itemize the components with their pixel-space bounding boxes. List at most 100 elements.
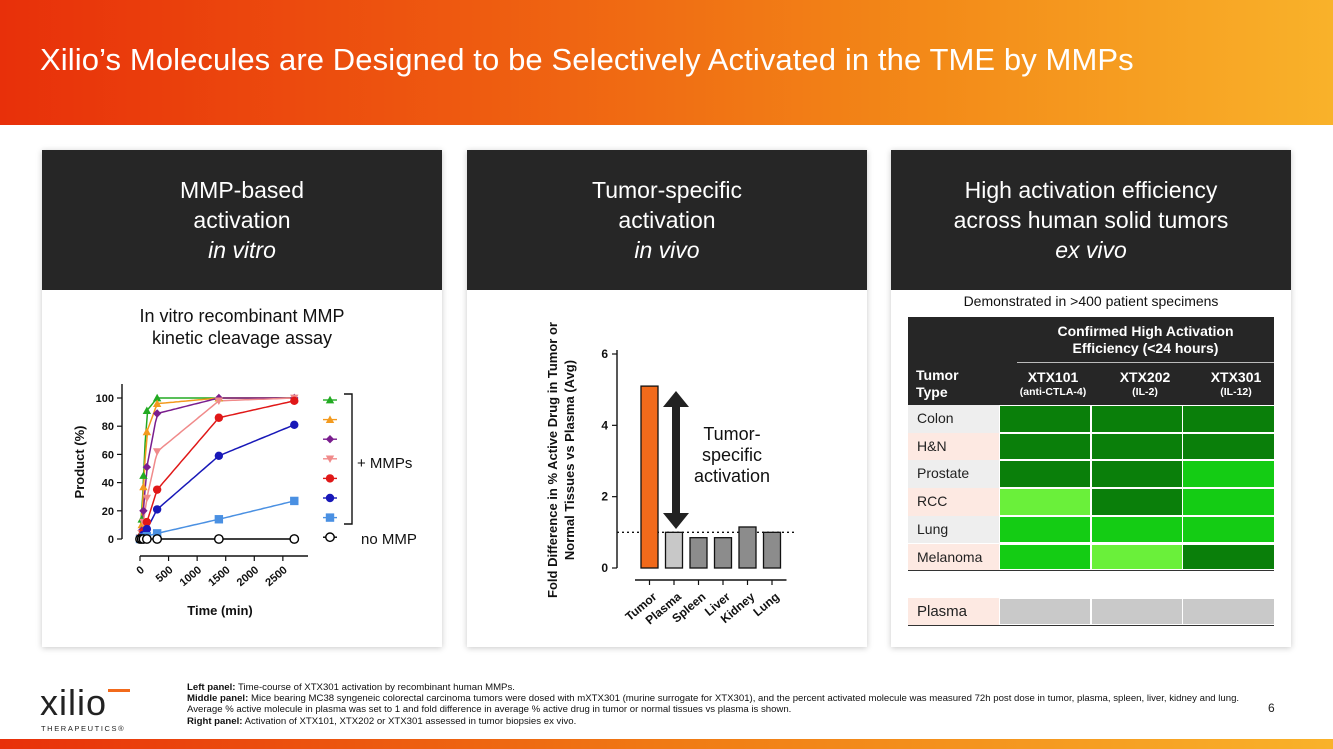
bar-marks <box>640 385 782 569</box>
legend-mmps-label: + MMPs <box>357 455 412 472</box>
kinetic-data-point <box>152 485 162 494</box>
legend-marker <box>325 395 335 404</box>
heatmap-header: Confirmed High Activation Efficiency (<2… <box>908 317 1274 405</box>
heatmap-cell <box>1183 544 1274 570</box>
heatmap-cell <box>1000 516 1090 543</box>
middle-panel: Tumor-specific activation in vivo 0 2 4 6 Tu… <box>467 150 867 647</box>
bar-plasma <box>664 531 684 569</box>
page-number: 6 <box>1268 701 1275 715</box>
kinetic-data-point <box>152 448 162 456</box>
heatmap-cell <box>1183 433 1274 460</box>
heatmap-cell <box>1092 516 1182 543</box>
kinetic-data-point <box>139 506 148 515</box>
heatmap-cell <box>1000 489 1090 515</box>
subtitle-line2: kinetic cleavage assay <box>151 328 333 348</box>
tumor-type-line2: Type <box>916 384 948 400</box>
kinetic-data-point <box>142 494 152 503</box>
footnote: Left panel: Time-course of XTX301 activa… <box>187 682 1247 727</box>
annotation-line1: Tumor- <box>703 424 760 444</box>
kinetic-y-tick-label: 60 <box>102 449 114 461</box>
heatmap-cell <box>1183 461 1274 488</box>
left-head-line3: in vitro <box>208 237 276 263</box>
kinetic-data-point <box>142 517 152 527</box>
header-title-line2: Efficiency (<24 hours) <box>1072 340 1219 356</box>
kinetic-data-point <box>289 534 300 544</box>
bar-category-label: Lung <box>750 590 781 620</box>
left-panel: MMP-based activation in vitro In vitro r… <box>42 150 442 647</box>
bottom-accent-bar <box>0 739 1333 749</box>
footnote-left: Left panel: Time-course of XTX301 activa… <box>187 682 1247 693</box>
tumor-type-label: Melanoma <box>908 543 999 571</box>
kinetic-data-point <box>152 529 162 538</box>
heatmap-cell <box>1183 489 1274 515</box>
heatmap-row: Melanoma <box>908 543 1274 572</box>
column-xtx301-sub: (IL-12) <box>1220 386 1252 398</box>
legend-bracket <box>344 393 353 525</box>
kinetic-data-point <box>141 534 152 544</box>
kinetic-x-tick-label: 0 <box>135 564 147 577</box>
column-xtx101-name: XTX101 <box>1027 369 1079 385</box>
kinetic-data-point <box>290 496 299 506</box>
tumor-type-header: Tumor Type <box>916 367 959 401</box>
kinetic-data-point <box>214 397 224 406</box>
logo-tagline: THERAPEUTICS® <box>41 724 125 733</box>
bar-y-axis-label-line2: Normal Tissues vs Plasma (Avg) <box>562 360 577 560</box>
column-xtx101-sub: (anti-CTLA-4) <box>1019 386 1087 398</box>
bar-y-tick-label: 4 <box>601 418 608 432</box>
heatmap-cell <box>1183 516 1274 543</box>
tumor-type-label: Lung <box>908 515 999 544</box>
kinetic-x-axis-label: Time (min) <box>187 603 253 618</box>
kinetic-x-tick-label: 500 <box>154 564 176 585</box>
legend-no-mmp-label: no MMP <box>361 531 417 548</box>
kinetic-x-tick-label: 2000 <box>235 564 261 589</box>
middle-head-line1: Tumor-specific <box>592 177 742 203</box>
footnote-left-text: Time-course of XTX301 activation by reco… <box>235 682 515 693</box>
plasma-cell-xtx101 <box>1000 599 1090 624</box>
double-arrow-icon <box>663 391 689 529</box>
subtitle-line1: In vitro recombinant MMP <box>139 306 345 326</box>
heatmap-row: Lung <box>908 515 1274 544</box>
bar-y-tick-label: 0 <box>601 561 608 575</box>
middle-head-line2: activation <box>618 207 716 233</box>
middle-panel-header: Tumor-specific activation in vivo <box>467 150 867 290</box>
column-xtx202-name: XTX202 <box>1119 369 1171 385</box>
kinetic-data-point <box>142 427 152 436</box>
left-panel-header: MMP-based activation in vitro <box>42 150 442 290</box>
kinetic-y-axis-label: Product (%) <box>72 426 87 499</box>
heatmap-cell <box>1092 461 1182 488</box>
column-xtx202: XTX202 (IL-2) <box>1100 370 1190 400</box>
kinetic-y-tick-label: 20 <box>102 506 114 518</box>
footnote-middle: Middle panel: Mice bearing MC38 syngenei… <box>187 693 1247 715</box>
kinetic-data-point <box>290 420 299 429</box>
annotation-line2: specific <box>702 445 762 465</box>
kinetic-y-tick-label: 100 <box>96 393 114 405</box>
plasma-row: Plasma <box>908 598 1274 626</box>
tumor-type-label: RCC <box>908 488 999 516</box>
right-head-line3: ex vivo <box>1055 237 1127 263</box>
heatmap-cell <box>1092 406 1182 432</box>
footnote-right-label: Right panel: <box>187 715 243 727</box>
legend-marker <box>325 532 335 543</box>
footnote-left-label: Left panel: <box>187 682 236 693</box>
footnote-middle-text: Mice bearing MC38 syngeneic colorectal c… <box>187 693 1240 716</box>
demonstrated-note: Demonstrated in >400 patient specimens <box>963 293 1219 309</box>
bar-liver <box>713 537 733 569</box>
heatmap-cell <box>1000 544 1090 570</box>
kinetic-data-point <box>214 413 224 422</box>
kinetic-data-point <box>152 399 162 407</box>
title-banner: Xilio’s Molecules are Designed to be Sel… <box>0 0 1333 125</box>
bar-y-tick-label: 6 <box>601 347 608 361</box>
kinetic-x-tick-label: 1500 <box>206 564 232 589</box>
kinetic-data-point <box>152 393 162 402</box>
kinetic-series-markers <box>135 393 300 544</box>
xilio-logo-mark: xilio THERAPEUTICS® <box>40 682 130 733</box>
kinetic-x-tick-label: 1000 <box>178 564 204 589</box>
heatmap-cell <box>1092 489 1182 515</box>
footnote-right: Right panel: Activation of XTX101, XTX20… <box>187 716 1247 727</box>
kinetic-y-tick-label: 80 <box>102 421 114 433</box>
logo-wordmark: xilio <box>40 683 107 723</box>
heatmap-cell <box>1000 433 1090 460</box>
